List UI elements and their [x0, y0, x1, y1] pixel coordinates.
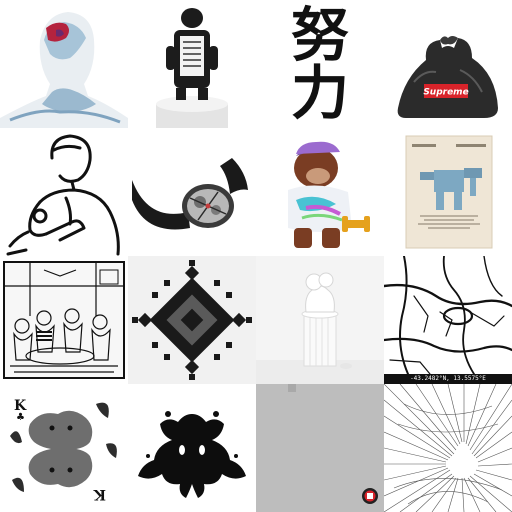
map-coordinates-caption: -43.2482°N, 13.5575°E — [384, 374, 512, 384]
tunnel-line-art-image — [384, 384, 512, 512]
kanji-text: 努力 — [256, 0, 384, 128]
tile-line-art-tunnel[interactable] — [384, 384, 512, 512]
saloon-comic-image — [0, 256, 128, 384]
man-drawing-image — [0, 128, 128, 256]
fractal-image — [128, 256, 256, 384]
watch-image — [128, 128, 256, 256]
tile-robot-poster[interactable] — [384, 128, 512, 256]
robot-poster-image — [384, 128, 512, 256]
bust-sculpture-image — [256, 256, 384, 384]
tile-skeleton-watch[interactable] — [128, 128, 256, 256]
tile-saloon-comic[interactable] — [0, 256, 128, 384]
tile-man-line-drawing[interactable] — [0, 128, 128, 256]
tile-kanji-calligraphy[interactable]: 努力 — [256, 0, 384, 128]
tile-king-of-clubs-card[interactable]: K ♣ K — [0, 384, 128, 512]
tile-white-bust-sculpture[interactable] — [256, 256, 384, 384]
gorilla-image — [256, 128, 384, 256]
card-rank-bottom: K — [93, 486, 106, 502]
tile-gorilla-figure[interactable] — [256, 128, 384, 256]
inkblot-image — [128, 384, 256, 512]
supreme-logo-text: Supreme — [423, 88, 468, 98]
trash-bag-image: Supreme — [384, 0, 512, 128]
tile-painted-head-bust[interactable] — [0, 0, 128, 128]
card-suit-top: ♣ — [16, 412, 25, 423]
tile-city-street-map[interactable]: -43.2482°N, 13.5575°E — [384, 256, 512, 384]
kanji-character-0: 努 — [291, 6, 349, 64]
tile-fractal-diamond[interactable] — [128, 256, 256, 384]
tile-rorschach-inkblot[interactable] — [128, 384, 256, 512]
street-map-image — [384, 256, 512, 384]
tile-grey-blank-canvas[interactable] — [256, 384, 384, 512]
tile-figure-on-pedestal[interactable] — [128, 0, 256, 128]
kanji-character-1: 力 — [291, 64, 349, 122]
tile-supreme-trash-bag[interactable]: Supreme — [384, 0, 512, 128]
playing-card-image: K ♣ K — [0, 384, 128, 512]
painted-head-image — [0, 0, 128, 128]
grey-canvas-image — [256, 384, 384, 512]
figure-image — [128, 0, 256, 128]
